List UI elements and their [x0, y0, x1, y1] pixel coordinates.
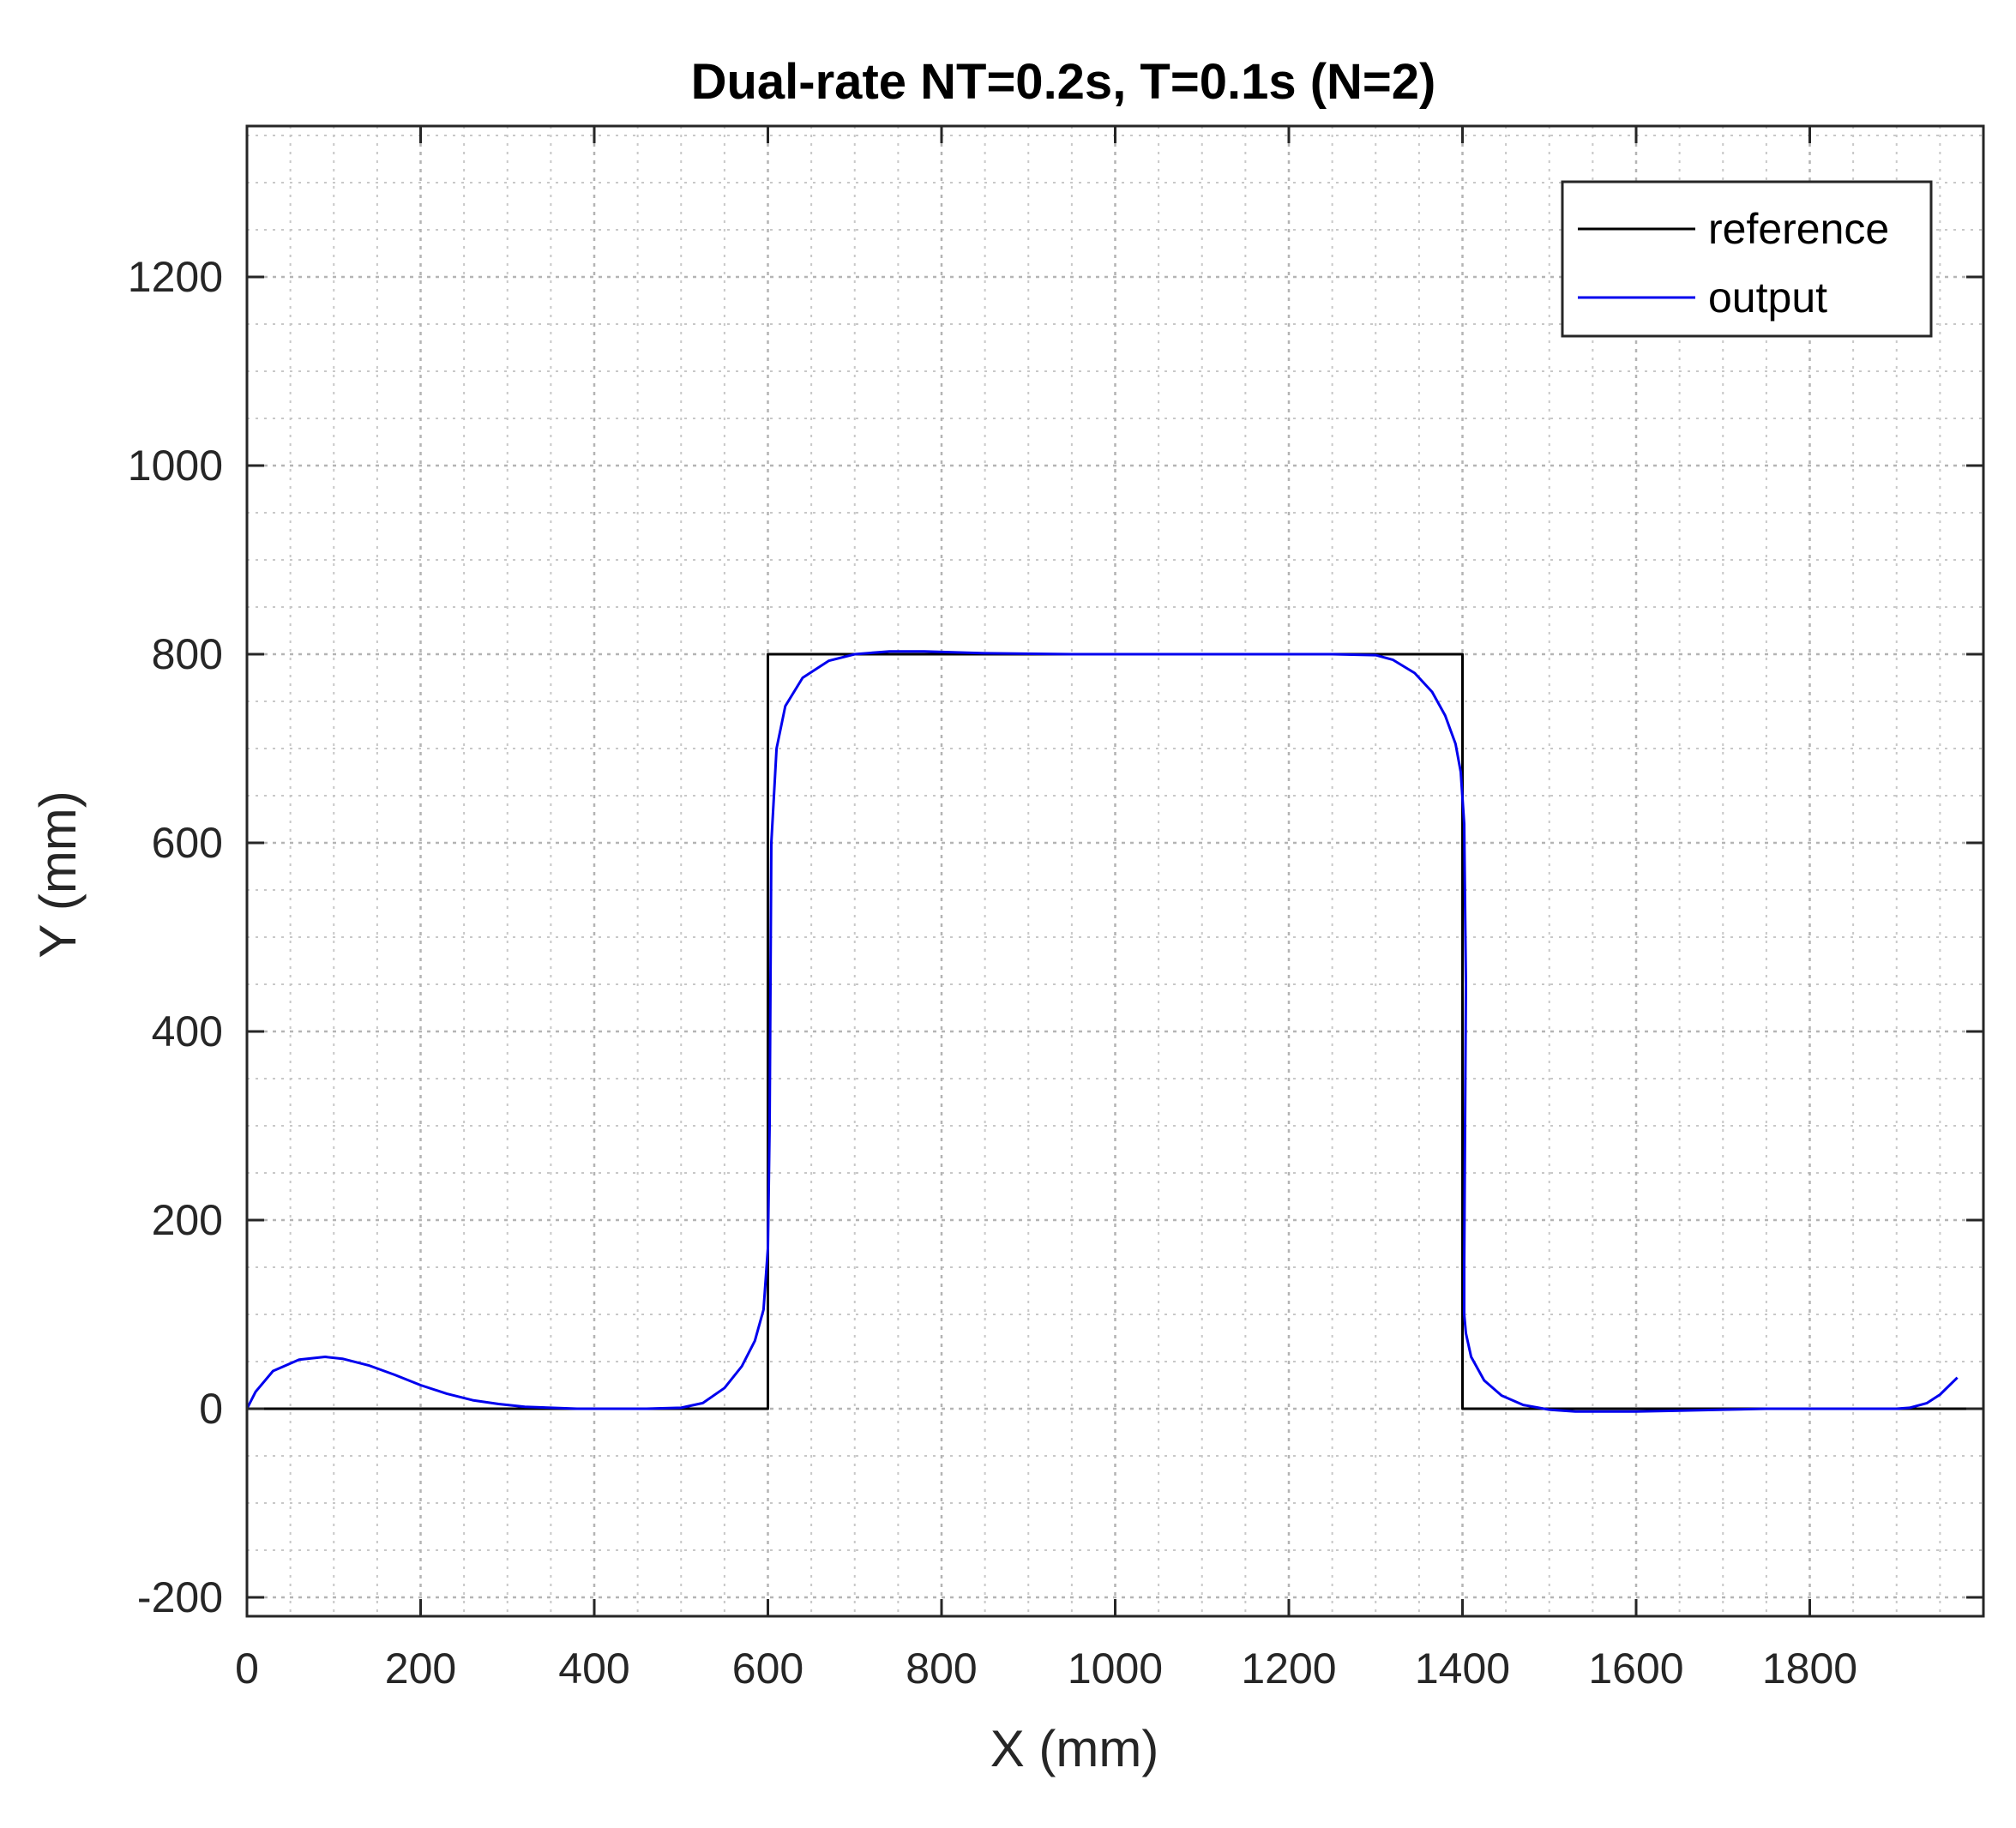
y-tick-label: 1200 [128, 253, 223, 301]
x-tick-label: 1600 [1588, 1645, 1683, 1693]
y-tick-label: 0 [199, 1385, 223, 1433]
y-tick-label: 400 [152, 1007, 223, 1055]
y-tick-label: 200 [152, 1196, 223, 1244]
x-tick-label: 1200 [1241, 1645, 1336, 1693]
x-tick-label: 0 [235, 1645, 259, 1693]
series-line-output [245, 650, 1959, 1413]
x-tick-label: 200 [385, 1645, 456, 1693]
legend-label-reference: reference [1708, 205, 1889, 253]
x-axis-label: X (mm) [990, 1720, 1159, 1777]
legend: reference output [1561, 180, 1933, 338]
series-lines [245, 650, 1983, 1413]
x-tick-label: 1400 [1415, 1645, 1510, 1693]
legend-label-output: output [1708, 274, 1827, 322]
x-tick-label: 1000 [1068, 1645, 1163, 1693]
x-tick-label: 800 [906, 1645, 977, 1693]
x-tick-label: 400 [558, 1645, 629, 1693]
plot-area: 0 200 400 600 800 1000 1200 1400 1600 1800-200020… [128, 124, 1985, 1693]
x-tick-label: 600 [732, 1645, 803, 1693]
y-axis-label: Y (mm) [29, 791, 87, 959]
y-tick-label: 600 [152, 819, 223, 867]
legend-box [1561, 180, 1933, 338]
x-tick-label: 1800 [1762, 1645, 1857, 1693]
chart-title: Dual-rate NT=0.2s, T=0.1s (N=2) [691, 54, 1436, 110]
plot-background [247, 126, 1983, 1616]
y-tick-label: 800 [152, 630, 223, 678]
tick-marks: 0 200 400 600 800 1000 1200 1400 1600 1800-200020… [128, 126, 1983, 1693]
y-tick-label: 1000 [128, 442, 223, 490]
y-tick-label: -200 [137, 1573, 223, 1621]
